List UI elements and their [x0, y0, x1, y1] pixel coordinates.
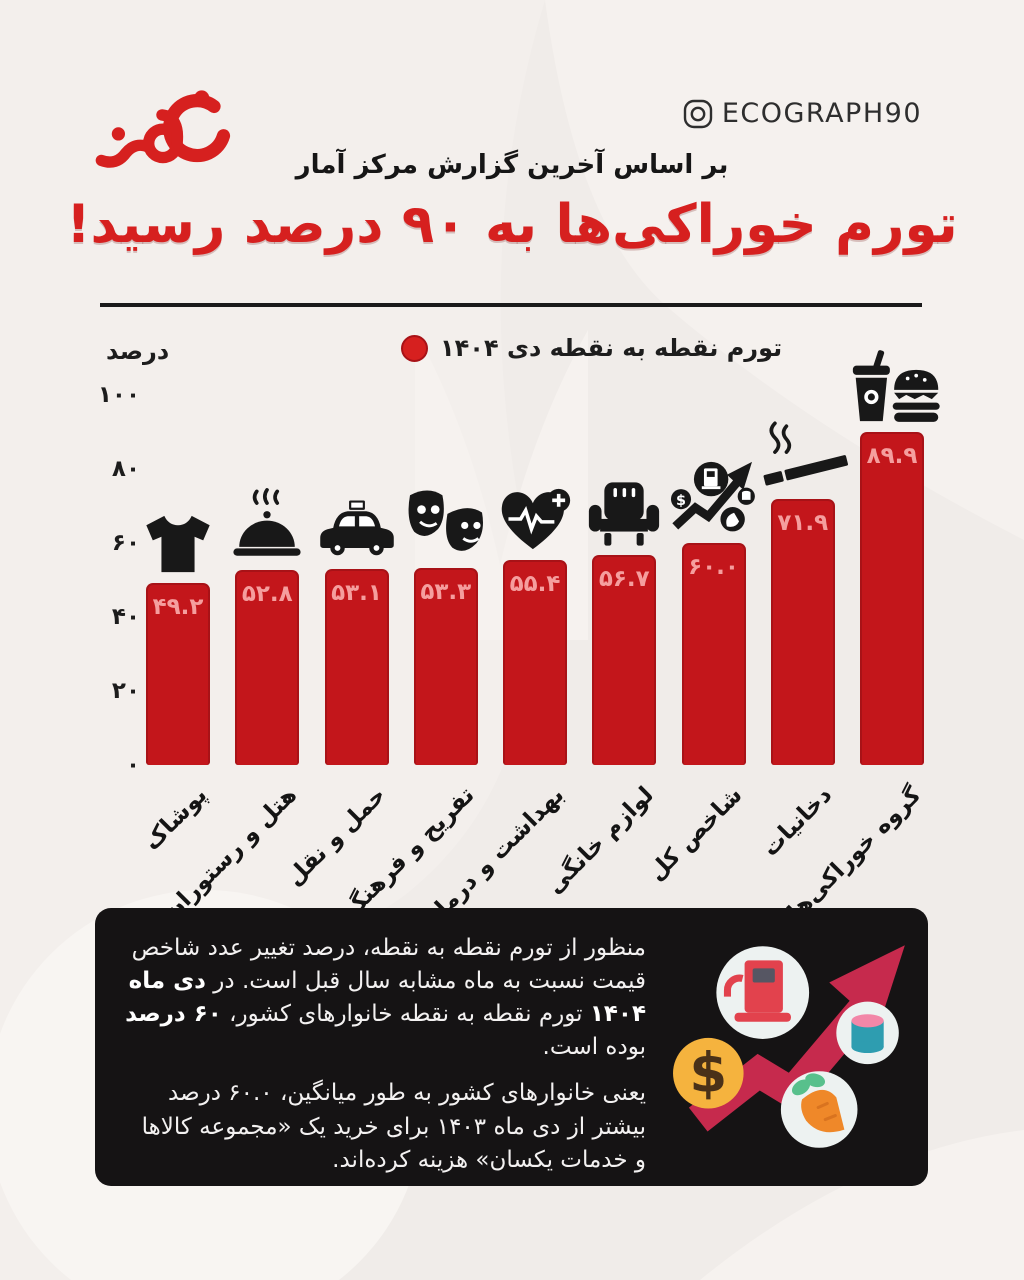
ecograph-logo [90, 86, 232, 182]
bar: ۴۹.۲ [146, 582, 210, 765]
bar: ۶۰.۰ [681, 543, 746, 765]
legend-label: تورم نقطه به نقطه دی ۱۴۰۴ [440, 334, 783, 362]
y-tick: ۴۰ [111, 604, 140, 630]
y-tick: ۰ [125, 752, 140, 778]
instagram-icon [683, 99, 713, 128]
instagram-handle[interactable]: ECOGRAPH90 [683, 98, 922, 129]
bar: ۵۶.۷ [592, 555, 657, 765]
svg-text:$: $ [676, 493, 686, 509]
inflation-collage-icon: $ [673, 945, 905, 1148]
cigarette-icon [754, 419, 852, 491]
bar-value-label: ۵۲.۸ [241, 580, 293, 607]
bar: ۵۳.۳ [413, 567, 478, 765]
category-label: شاخص کل [643, 782, 748, 887]
taxi-icon [308, 499, 406, 561]
bar-value-label: ۶۰.۰ [688, 554, 739, 580]
bar-value-label: ۵۳.۱ [331, 579, 382, 606]
explanation-box: منظور از تورم نقطه به نقطه، درصد تغییر ع… [95, 908, 928, 1186]
index-basket-icon: $ [665, 459, 763, 535]
bar: ۸۹.۹ [860, 432, 924, 765]
theater-masks-icon [397, 488, 495, 560]
y-axis: ۱۰۰ ۸۰ ۶۰ ۴۰ ۲۰ ۰ [97, 380, 144, 778]
footer-paragraph: منظور از تورم نقطه به نقطه، درصد تغییر ع… [125, 935, 646, 1061]
instagram-handle-text: ECOGRAPH90 [721, 98, 922, 129]
chart-legend: تورم نقطه به نقطه دی ۱۴۰۴ [401, 334, 782, 362]
fastfood-icon [843, 350, 941, 424]
y-tick: ۲۰ [111, 678, 140, 704]
x-labels: پوشاک هتل و رستوران حمل و نقل تفریح و فرهنگ… [139, 772, 926, 935]
bar-value-label: ۴۹.۲ [152, 593, 204, 620]
logo-mark-icon [95, 90, 231, 168]
tshirt-icon [129, 513, 227, 575]
inflation-arrow-graphic: $ [660, 908, 928, 1186]
bar: ۵۳.۱ [324, 568, 389, 765]
category-label: پوشاک [138, 782, 213, 856]
bar: ۵۵.۴ [503, 560, 567, 765]
bar-value-label: ۷۱.۹ [777, 509, 829, 536]
bar-value-label: ۵۳.۳ [420, 578, 472, 605]
plot-area: ۴۹.۲ ۵۲.۸ ۵۳.۱ ۵۳.۳ ۵۵.۴ ۵۶.۷ ۶۰.۰ $۷۱.۹ ۸۹.۹ [146, 350, 940, 765]
bar-chart: ۱۰۰ ۸۰ ۶۰ ۴۰ ۲۰ ۰ ۴۹.۲ ۵۲.۸ ۵۳.۱ ۵۳.۳ ۵۵.۴ ۵۶.۷ ۶۰.… [97, 350, 940, 935]
bar-value-label: ۵۵.۴ [509, 571, 561, 598]
svg-text:$: $ [689, 1040, 727, 1104]
health-icon [486, 486, 584, 552]
armchair-icon [575, 481, 673, 547]
report-subtitle: بر اساس آخرین گزارش مرکز آمار [295, 150, 729, 180]
page-title: تورم خوراکی‌ها به ۹۰ درصد رسید! [66, 194, 958, 255]
y-tick: ۱۰۰ [97, 382, 140, 408]
bar-value-label: ۸۹.۹ [866, 443, 918, 470]
legend-dot-icon [401, 334, 428, 362]
title-divider [100, 303, 922, 307]
category-label: دخانیات [757, 782, 838, 862]
y-tick: ۸۰ [111, 456, 140, 482]
footer-paragraph: یعنی خانوارهای کشور به طور میانگین، ۶۰.۰… [141, 1080, 646, 1173]
bar-value-label: ۵۶.۷ [598, 566, 650, 593]
y-axis-label: درصد [106, 337, 170, 365]
cloche-icon [218, 487, 316, 562]
y-tick: ۶۰ [111, 530, 140, 556]
bar: ۷۱.۹ [770, 498, 835, 765]
bar: ۵۲.۸ [235, 569, 300, 765]
footer-text: منظور از تورم نقطه به نقطه، درصد تغییر ع… [95, 908, 660, 1186]
